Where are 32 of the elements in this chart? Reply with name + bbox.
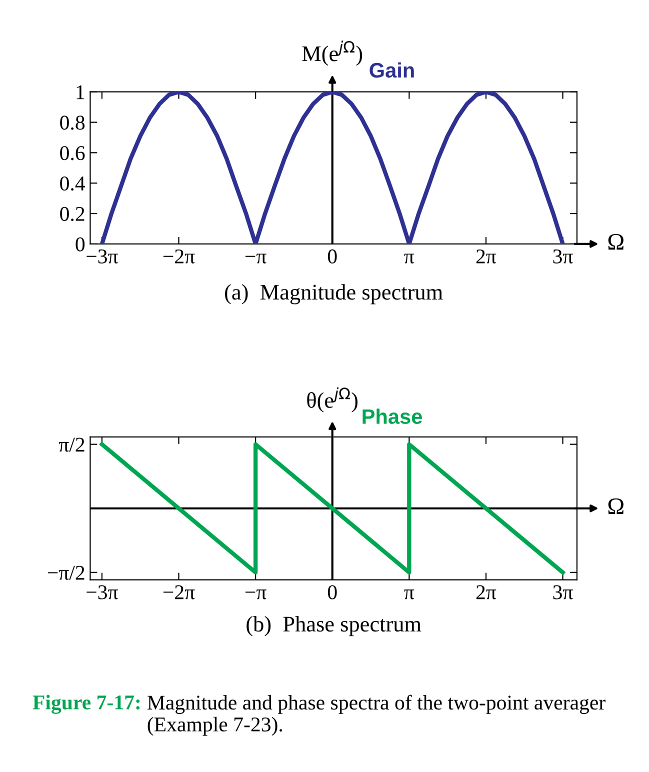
caption: Figure 7-17:: [32, 694, 140, 714]
x-tick-label: 3π: [553, 249, 573, 264]
y-axis-title: M(e$^{jΩ}$): [302, 40, 362, 66]
y-tick-label: π/2: [58, 438, 84, 452]
x-axis-title: Ω: [608, 498, 624, 514]
text: (a) Magnitude spectrum: [225, 284, 443, 304]
y-tick-label: 0.2: [60, 206, 84, 222]
x-tick-label: −2π: [163, 585, 195, 600]
y-tick-label: 1: [76, 85, 84, 100]
x-tick-label: 0: [328, 249, 337, 264]
x-tick-label: −3π: [86, 585, 118, 600]
y-tick-label: 0.6: [60, 146, 85, 160]
x-tick-label: −π: [245, 254, 266, 264]
y-tick-label: 0: [76, 237, 85, 252]
y-tick-label: −π/2: [48, 566, 84, 580]
x-tick-label: 2π: [476, 249, 496, 264]
x-tick-label: −3π: [86, 249, 118, 264]
x-tick-label: −2π: [163, 249, 195, 264]
series-label: Phase: [362, 408, 422, 424]
x-tick-label: 0: [328, 585, 337, 600]
x-axis-title: Ω: [608, 234, 624, 250]
text: Magnitude and phase spectra of the two-point averager (Example 7-23).: [147, 694, 606, 736]
y-tick-label: 0.8: [60, 116, 85, 130]
series-label: Gain: [370, 62, 414, 78]
x-tick-label: π: [404, 590, 414, 600]
y-tick-label: 0.4: [60, 176, 86, 191]
text: (b) Phase spectrum: [246, 616, 422, 636]
x-tick-label: −π: [245, 590, 266, 600]
x-tick-label: 2π: [476, 585, 496, 600]
x-tick-label: π: [404, 254, 414, 264]
x-tick-label: 3π: [553, 585, 573, 600]
y-axis-title: θ(e$^{jΩ}$): [307, 387, 358, 412]
